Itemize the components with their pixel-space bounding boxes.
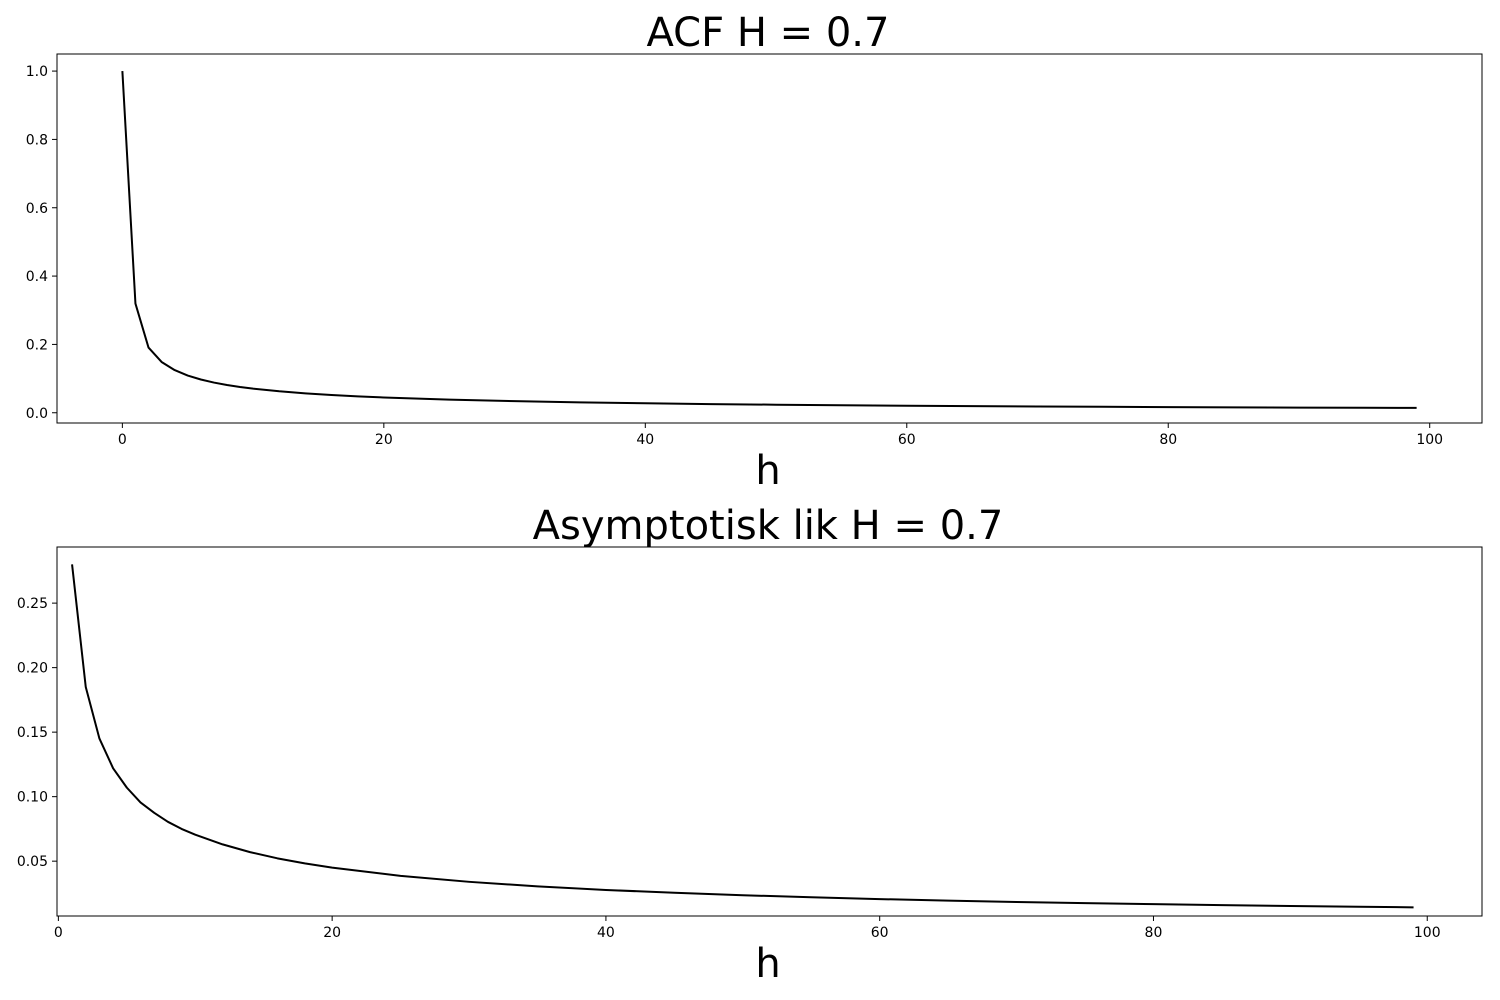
y-tick-label: 0.20 (17, 661, 48, 677)
x-tick-label: 100 (1416, 432, 1443, 448)
chart-title: ACF H = 0.7 (647, 10, 890, 56)
ticks-group: 0 20 40 60 80 100 0.0 0.2 0.4 0.6 0.8 1.0 (26, 64, 1443, 448)
plot-area-frame (56, 546, 1483, 917)
ticks-group: 0 20 40 60 80 100 0.05 0.10 0.15 0.20 0.25 (17, 596, 1441, 941)
y-tick-label: 0.10 (17, 790, 48, 806)
x-tick-label: 0 (118, 432, 127, 448)
x-tick-label: 100 (1414, 925, 1441, 941)
x-tick-label: 40 (597, 925, 615, 941)
series-line (121, 71, 1417, 409)
chart-panel-acf: ACF H = 0.7 0 20 40 60 80 100 0.0 0.2 0.4 0.6 0.8 1… (26, 10, 1483, 494)
x-tick-label: 40 (636, 432, 654, 448)
x-tick-label: 0 (54, 925, 63, 941)
y-tick-label: 0.0 (26, 406, 48, 422)
y-tick-label: 0.15 (17, 725, 48, 741)
plot-area-frame (56, 53, 1483, 424)
x-tick-label: 20 (375, 432, 393, 448)
x-tick-label: 20 (323, 925, 341, 941)
x-axis-label: h (755, 941, 780, 987)
series-line (71, 564, 1414, 909)
chart-panel-asymptotic: Asymptotisk lik H = 0.7 0 20 40 60 80 100 0.05… (17, 503, 1483, 987)
x-tick-label: 60 (871, 925, 889, 941)
y-tick-label: 0.05 (17, 854, 48, 870)
y-tick-label: 0.2 (26, 337, 48, 353)
x-tick-label: 80 (1145, 925, 1163, 941)
y-tick-label: 0.4 (26, 269, 48, 285)
x-tick-label: 60 (898, 432, 916, 448)
y-tick-label: 1.0 (26, 64, 48, 80)
y-tick-label: 0.8 (26, 132, 48, 148)
x-tick-label: 80 (1159, 432, 1177, 448)
chart-title: Asymptotisk lik H = 0.7 (533, 503, 1004, 549)
y-tick-label: 0.6 (26, 201, 48, 217)
y-tick-label: 0.25 (17, 596, 48, 612)
x-axis-label: h (755, 448, 780, 494)
